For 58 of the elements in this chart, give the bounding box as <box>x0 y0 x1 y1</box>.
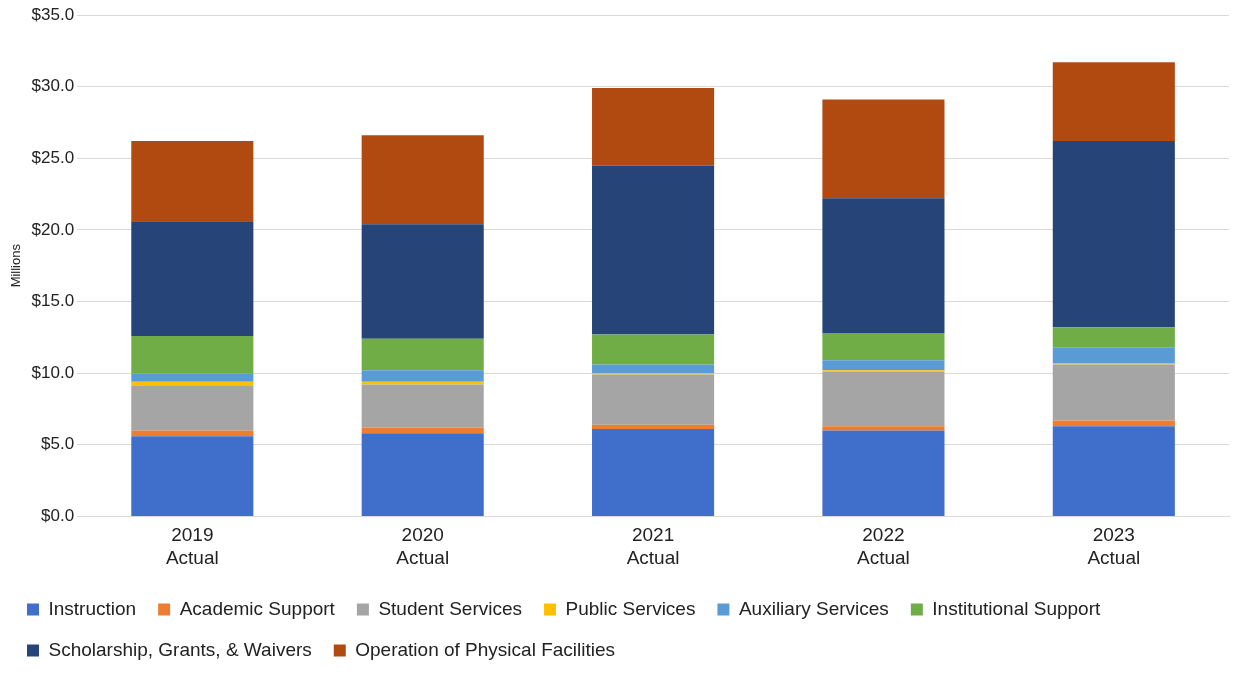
bar <box>592 364 715 374</box>
y-tick-label: $35.0 <box>31 4 75 24</box>
bar <box>361 338 484 371</box>
legend-label: Institutional Support <box>932 597 1101 619</box>
bar <box>361 381 484 385</box>
bar <box>361 370 484 382</box>
bar <box>822 426 945 431</box>
legend-label: Scholarship, Grants, & Waivers <box>48 638 312 660</box>
bar <box>131 141 254 222</box>
y-tick-label: $10.0 <box>31 362 75 382</box>
bar <box>131 221 254 336</box>
bar <box>1052 327 1175 348</box>
bar <box>822 333 945 361</box>
x-tick-label: 2020 Actual <box>396 524 450 568</box>
x-tick-label: 2021 Actual <box>626 524 680 568</box>
y-tick-label: $0.0 <box>41 506 75 526</box>
x-tick-label: 2019 Actual <box>165 524 219 568</box>
y-tick-label: $25.0 <box>31 147 75 167</box>
bar <box>822 99 945 199</box>
y-tick-label: $15.0 <box>31 291 75 311</box>
y-tick-label: $30.0 <box>31 76 75 96</box>
bar <box>131 381 254 387</box>
bar <box>1052 364 1175 421</box>
bar <box>131 373 254 382</box>
bar <box>592 88 715 166</box>
legend-label: Public Services <box>565 597 696 619</box>
y-tick-label: $5.0 <box>41 434 75 454</box>
y-tick-label: $20.0 <box>31 219 75 239</box>
bar <box>822 198 945 334</box>
bar <box>1052 347 1175 364</box>
legend-label: Academic Support <box>179 597 336 619</box>
bar <box>592 374 715 425</box>
bar <box>822 430 945 516</box>
x-tick-label: 2023 Actual <box>1087 524 1141 568</box>
bar <box>822 360 945 371</box>
bar <box>131 335 254 374</box>
x-tick-label: 2022 Actual <box>857 524 910 568</box>
legend-label: Auxiliary Services <box>738 597 889 619</box>
legend-label: Instruction <box>48 597 137 619</box>
bar <box>131 436 254 516</box>
bar <box>1052 62 1175 142</box>
legend-label: Student Services <box>378 597 523 619</box>
bar <box>131 386 254 431</box>
bar <box>361 433 484 516</box>
bar <box>592 334 715 365</box>
legend-label: Operation of Physical Facilities <box>355 638 616 660</box>
bar <box>131 430 254 437</box>
bar <box>1052 426 1175 516</box>
bar <box>361 224 484 339</box>
bar <box>361 384 484 428</box>
bar <box>1052 420 1175 427</box>
bar <box>592 424 715 430</box>
bar <box>592 429 715 516</box>
y-axis-title: Millions <box>8 243 24 288</box>
bar <box>822 371 945 427</box>
bar <box>592 165 715 335</box>
bar <box>1052 141 1175 328</box>
bar <box>361 135 484 225</box>
